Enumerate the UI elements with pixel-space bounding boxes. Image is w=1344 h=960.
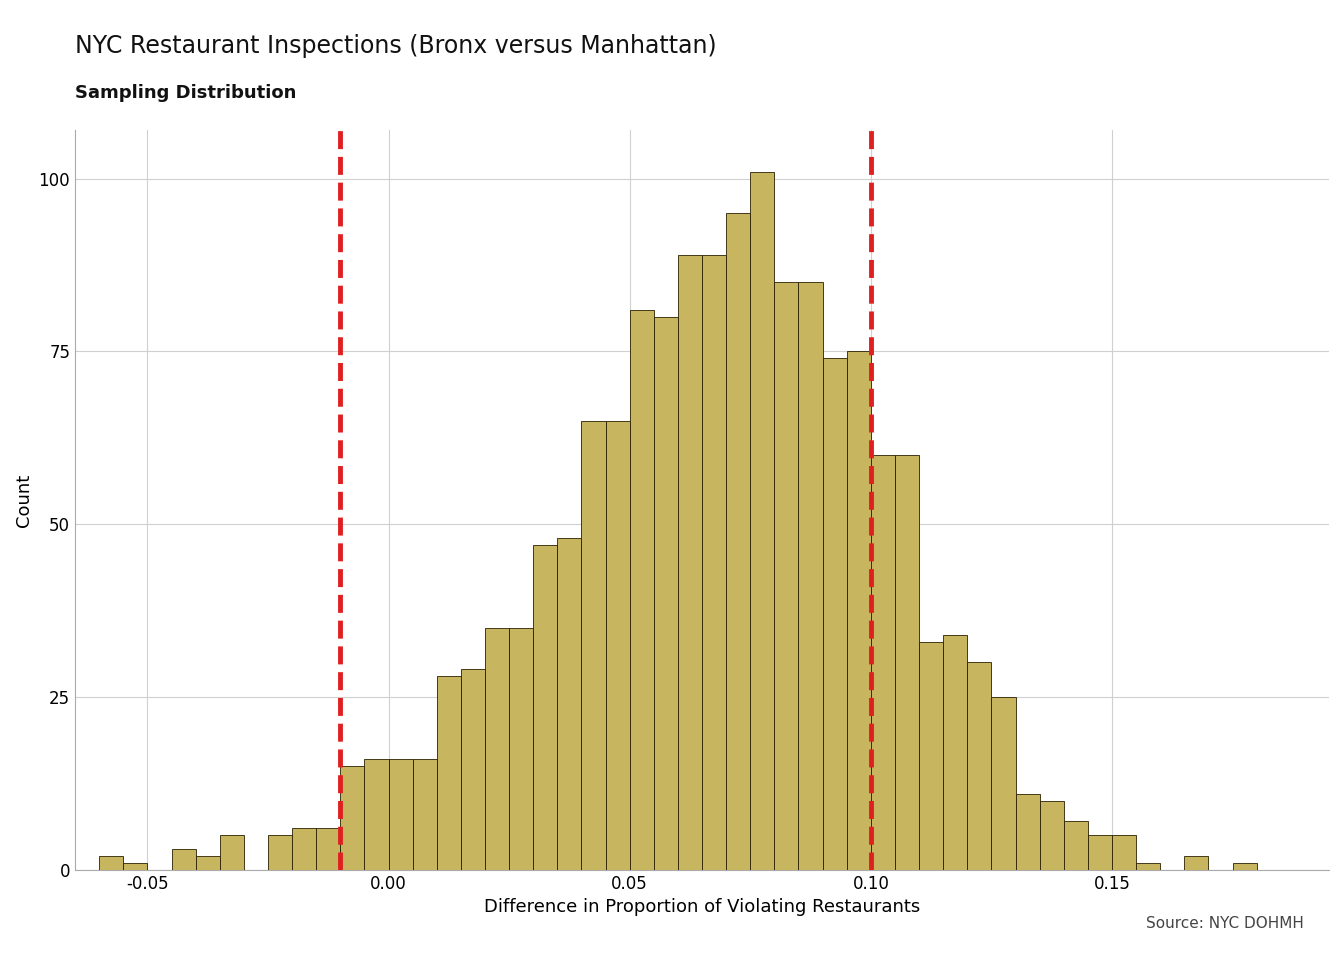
Bar bbox=[968, 662, 992, 870]
Bar bbox=[461, 669, 485, 870]
Bar bbox=[847, 351, 871, 870]
Bar bbox=[726, 213, 750, 870]
Bar bbox=[340, 766, 364, 870]
Bar bbox=[895, 455, 919, 870]
Bar bbox=[943, 635, 968, 870]
Text: Source: NYC DOHMH: Source: NYC DOHMH bbox=[1146, 916, 1304, 931]
Bar bbox=[871, 455, 895, 870]
Bar bbox=[1111, 835, 1136, 870]
Bar bbox=[364, 759, 388, 870]
Bar bbox=[267, 835, 292, 870]
Bar bbox=[485, 628, 509, 870]
Bar bbox=[99, 856, 124, 870]
Bar bbox=[992, 697, 1016, 870]
Bar bbox=[750, 172, 774, 870]
Bar bbox=[534, 545, 558, 870]
Bar bbox=[1063, 822, 1087, 870]
Bar bbox=[219, 835, 243, 870]
Bar bbox=[774, 282, 798, 870]
Bar bbox=[1087, 835, 1111, 870]
Bar bbox=[653, 317, 677, 870]
Bar bbox=[509, 628, 534, 870]
Bar bbox=[1184, 856, 1208, 870]
Bar bbox=[1232, 863, 1257, 870]
Bar bbox=[606, 420, 630, 870]
Bar bbox=[558, 538, 582, 870]
Bar bbox=[677, 254, 702, 870]
Bar bbox=[437, 676, 461, 870]
X-axis label: Difference in Proportion of Violating Restaurants: Difference in Proportion of Violating Re… bbox=[484, 899, 921, 916]
Bar bbox=[1016, 794, 1040, 870]
Text: NYC Restaurant Inspections (Bronx versus Manhattan): NYC Restaurant Inspections (Bronx versus… bbox=[75, 34, 716, 58]
Bar bbox=[798, 282, 823, 870]
Bar bbox=[413, 759, 437, 870]
Bar bbox=[919, 641, 943, 870]
Bar bbox=[630, 310, 653, 870]
Bar bbox=[388, 759, 413, 870]
Bar bbox=[823, 358, 847, 870]
Bar bbox=[582, 420, 606, 870]
Bar bbox=[702, 254, 726, 870]
Bar bbox=[316, 828, 340, 870]
Bar bbox=[196, 856, 219, 870]
Text: Sampling Distribution: Sampling Distribution bbox=[75, 84, 297, 103]
Bar bbox=[172, 849, 196, 870]
Bar bbox=[1136, 863, 1160, 870]
Bar bbox=[124, 863, 148, 870]
Bar bbox=[1040, 801, 1063, 870]
Y-axis label: Count: Count bbox=[15, 473, 34, 527]
Bar bbox=[292, 828, 316, 870]
